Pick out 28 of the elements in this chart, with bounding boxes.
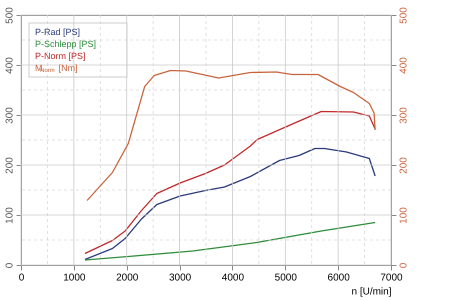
text: P-Norm [PS] — [35, 51, 86, 61]
y2-tick-label: 400 — [398, 56, 410, 74]
line-series — [84, 110, 376, 254]
y-tick-label: 0 — [4, 262, 16, 268]
x-tick-label: 4000 — [222, 272, 244, 284]
text: P-Rad [PS] — [35, 27, 80, 37]
x-tick-label: 6000 — [328, 272, 350, 284]
line-series — [84, 148, 376, 260]
y2-tick-label: 0 — [398, 262, 410, 268]
x-tick-label: 2000 — [116, 272, 139, 284]
y2-tick-label: 200 — [398, 156, 410, 174]
x-tick-label: 7000 — [380, 272, 404, 284]
x-axis-title: n [U/min] — [351, 286, 392, 298]
y-tick-label: 500 — [4, 6, 16, 24]
y-tick-label: 300 — [4, 106, 16, 124]
y2-tick-label: 500 — [398, 6, 410, 24]
x-tick-label: 0 — [18, 272, 25, 284]
text: P-Schlepp [PS] — [35, 39, 96, 49]
line-series — [86, 70, 376, 202]
y2-tick-label: 300 — [398, 106, 410, 124]
x-tick-label: 5000 — [274, 272, 298, 284]
y-tick-label: 100 — [4, 206, 16, 224]
line-series — [84, 222, 376, 261]
x-tick-label: 3000 — [168, 272, 192, 284]
y-tick-label: 400 — [4, 56, 16, 74]
y-tick-label: 200 — [4, 156, 16, 174]
x-tick-label: 1000 — [63, 272, 86, 284]
y2-tick-label: 100 — [398, 206, 410, 224]
